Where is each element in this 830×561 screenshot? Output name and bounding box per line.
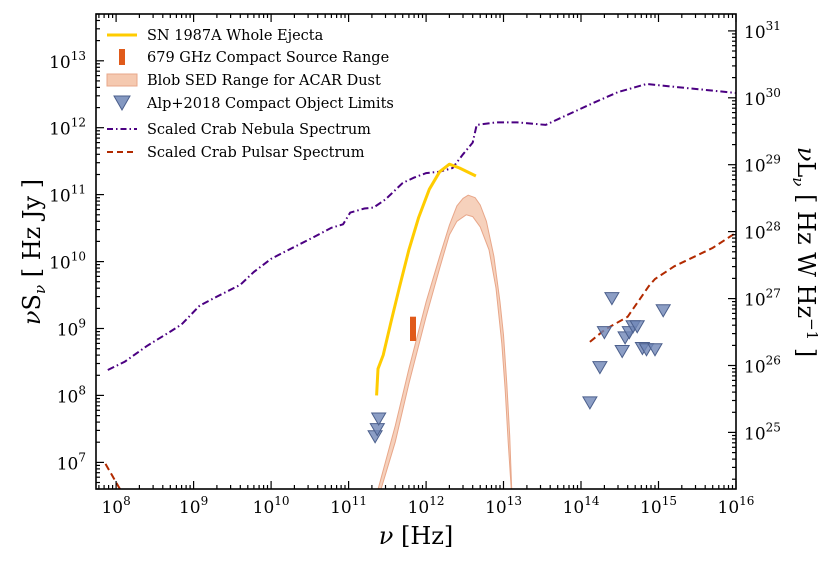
legend-label-alp2018: Alp+2018 Compact Object Limits [146,96,394,112]
x-tick-label: 109 [179,494,208,518]
legend-swatch-alp2018 [113,95,131,112]
legend-label-compact-source: 679 GHz Compact Source Range [147,50,389,66]
y-left-tick-label: 1010 [49,250,86,274]
blob-sed-band-layer [377,194,513,489]
legend-swatch-blob-sed [106,73,138,87]
alp2018-marker [655,304,672,318]
x-tick-label: 1010 [253,494,290,518]
alp2018-marker [604,292,620,306]
y-right-tick-label: 1030 [744,86,781,110]
x-tick-label: 1014 [563,494,600,518]
y-left-tick-label: 107 [57,450,86,474]
y-left-tick-label: 1011 [49,183,86,207]
legend-label-crab-nebula: Scaled Crab Nebula Spectrum [147,122,371,138]
x-axis-title: ν [Hz] [379,522,454,550]
sn1987a-line [375,162,477,396]
x-tick-label: 108 [101,494,130,518]
legend-swatch-compact-source [119,49,125,65]
blob-sed-band [377,194,513,489]
legend-label-blob-sed: Blob SED Range for ACAR Dust [147,73,381,89]
y-left-tick-label: 1012 [49,116,86,140]
compact-source-range-bar [410,316,416,341]
alp2018-marker [369,423,386,437]
x-tick-label: 1013 [485,494,522,518]
alp2018-marker [582,396,598,410]
crab-nebula-line [107,82,736,371]
x-tick-label: 1015 [640,494,677,518]
legend-label-sn1987a: SN 1987A Whole Ejecta [147,28,324,44]
legend: SN 1987A Whole Ejecta 679 GHz Compact So… [106,28,394,161]
crab-pulsar-line [589,231,736,343]
y-axis-title-right: νLν [ Hz W Hz−1 ] [789,147,821,357]
alp2018-marker [629,320,646,334]
x-tick-label: 1016 [718,494,755,518]
y-axis-title-left: νSν [ Hz Jy ] [18,179,49,325]
y-right-tick-label: 1026 [744,354,781,378]
alp2018-marker [614,345,631,359]
y-right-tick-label: 1031 [744,19,781,43]
alp2018-marker [647,343,663,357]
legend-label-crab-pulsar: Scaled Crab Pulsar Spectrum [147,145,365,161]
tick-labels-layer: 108 109 1010 1011 1012 1013 1014 1015 1016 107 108… [49,19,781,518]
y-left-tick-label: 108 [57,383,86,407]
crab-pulsar-line-low [104,463,122,489]
y-right-tick-label: 1029 [744,153,781,177]
y-right-tick-label: 1025 [744,420,781,444]
y-left-tick-label: 1013 [49,49,86,73]
y-right-tick-label: 1028 [744,220,781,244]
y-left-tick-label: 109 [57,317,86,341]
alp2018-marker [592,361,608,375]
alp2018-marker [596,326,613,340]
plot-frame [95,13,737,490]
x-tick-label: 1011 [330,494,367,518]
y-right-tick-label: 1027 [744,287,781,311]
x-tick-label: 1012 [408,494,445,518]
markers-layer [367,292,672,444]
alp2018-marker [370,412,387,426]
